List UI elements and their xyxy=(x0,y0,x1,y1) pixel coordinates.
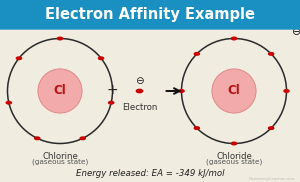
Text: +: + xyxy=(107,83,118,97)
Circle shape xyxy=(16,56,22,60)
Circle shape xyxy=(268,52,274,56)
FancyBboxPatch shape xyxy=(0,0,300,30)
Circle shape xyxy=(231,37,237,41)
Circle shape xyxy=(194,52,200,56)
Circle shape xyxy=(108,101,115,105)
Text: Electron: Electron xyxy=(122,103,157,112)
Circle shape xyxy=(231,141,237,145)
Text: Electron Affinity Example: Electron Affinity Example xyxy=(45,7,255,22)
Text: Cl: Cl xyxy=(54,84,66,98)
Circle shape xyxy=(194,126,200,130)
Text: ⊖: ⊖ xyxy=(292,27,300,37)
Text: Energy released: EA = -349 kJ/mol: Energy released: EA = -349 kJ/mol xyxy=(76,169,224,178)
Ellipse shape xyxy=(38,69,82,113)
Circle shape xyxy=(80,136,86,140)
Text: (gaseous state): (gaseous state) xyxy=(206,159,262,165)
Text: Chlorine: Chlorine xyxy=(42,152,78,161)
Circle shape xyxy=(283,89,290,93)
Text: Chloride: Chloride xyxy=(216,152,252,161)
Text: (gaseous state): (gaseous state) xyxy=(32,159,88,165)
Circle shape xyxy=(57,37,63,41)
Circle shape xyxy=(98,56,104,60)
Ellipse shape xyxy=(212,69,256,113)
Text: ChemistryLearner.com: ChemistryLearner.com xyxy=(249,177,296,181)
Circle shape xyxy=(178,89,185,93)
Circle shape xyxy=(136,89,143,93)
Circle shape xyxy=(34,136,40,140)
Circle shape xyxy=(268,126,274,130)
Text: ⊖: ⊖ xyxy=(135,76,144,86)
Text: Cl: Cl xyxy=(228,84,240,98)
Circle shape xyxy=(5,101,12,105)
